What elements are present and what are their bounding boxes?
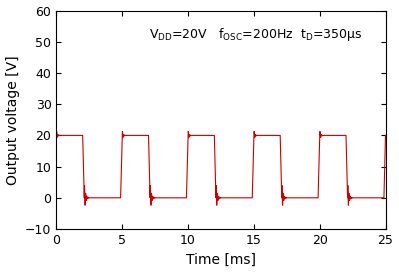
X-axis label: Time [ms]: Time [ms] xyxy=(186,252,256,267)
Y-axis label: Output voltage [V]: Output voltage [V] xyxy=(6,55,20,185)
Text: $\mathrm{V_{DD}}$=20V   $\mathrm{f_{OSC}}$=200Hz  $\mathrm{t_{D}}$=350μs: $\mathrm{V_{DD}}$=20V $\mathrm{f_{OSC}}$… xyxy=(148,26,362,43)
